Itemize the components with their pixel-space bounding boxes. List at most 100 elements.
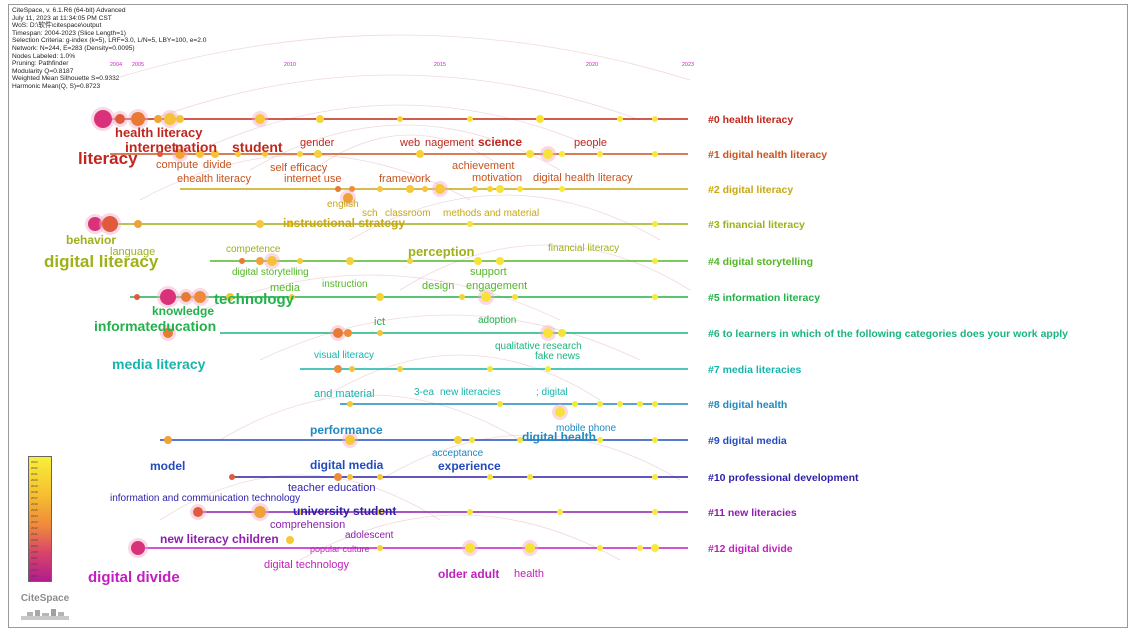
keyword-node[interactable] [617, 116, 623, 122]
keyword-node[interactable] [316, 115, 324, 123]
keyword-node[interactable] [256, 257, 264, 265]
cluster-label[interactable]: #3 financial literacy [708, 219, 805, 231]
keyword-node[interactable] [597, 401, 603, 407]
keyword-node[interactable] [334, 365, 342, 373]
keyword-label[interactable]: fake news [535, 351, 580, 362]
keyword-label[interactable]: framework [379, 173, 431, 185]
keyword-label[interactable]: digital health [522, 430, 596, 444]
keyword-label[interactable]: ict [374, 316, 385, 328]
keyword-node[interactable] [474, 257, 482, 265]
keyword-node[interactable] [286, 536, 294, 544]
keyword-node[interactable] [349, 366, 355, 372]
keyword-node[interactable] [652, 151, 658, 157]
keyword-label[interactable]: classroom [385, 208, 431, 219]
keyword-label[interactable]: digital literacy [44, 252, 159, 271]
keyword-node[interactable] [481, 292, 491, 302]
keyword-node[interactable] [422, 186, 428, 192]
keyword-node[interactable] [134, 220, 142, 228]
keyword-node[interactable] [637, 401, 643, 407]
keyword-label[interactable]: digital technology [264, 559, 350, 571]
keyword-label[interactable]: comprehension [270, 519, 345, 531]
keyword-label[interactable]: visual literacy [314, 350, 374, 361]
keyword-label[interactable]: english [327, 199, 359, 210]
keyword-label[interactable]: 3-ea [414, 387, 434, 398]
keyword-label[interactable]: older adult [438, 567, 499, 581]
keyword-label[interactable]: motivation [472, 172, 522, 184]
keyword-node[interactable] [256, 220, 264, 228]
cluster-timeline[interactable]: #12 digital divide [140, 543, 793, 555]
keyword-node[interactable] [597, 437, 603, 443]
keyword-node[interactable] [527, 474, 533, 480]
keyword-node[interactable] [377, 186, 383, 192]
cluster-timeline[interactable]: #4 digital storytelling [210, 256, 813, 268]
keyword-node[interactable] [512, 294, 518, 300]
keyword-label[interactable]: internet use [284, 173, 341, 185]
keyword-node[interactable] [194, 291, 206, 303]
keyword-label[interactable]: literacy [78, 149, 138, 168]
keyword-node[interactable] [160, 289, 176, 305]
cluster-timeline[interactable]: #5 information literacy [130, 292, 820, 304]
keyword-label[interactable]: support [470, 266, 507, 278]
keyword-label[interactable]: financial literacy [548, 243, 619, 254]
keyword-node[interactable] [467, 116, 473, 122]
keyword-node[interactable] [377, 545, 383, 551]
keyword-label[interactable]: gender [300, 137, 335, 149]
keyword-node[interactable] [102, 216, 118, 232]
keyword-node[interactable] [545, 366, 551, 372]
keyword-node[interactable] [651, 544, 659, 552]
keyword-label[interactable]: perception [408, 244, 475, 259]
keyword-node[interactable] [637, 545, 643, 551]
keyword-node[interactable] [487, 186, 493, 192]
cluster-label[interactable]: #5 information literacy [708, 292, 820, 304]
keyword-node[interactable] [652, 509, 658, 515]
keyword-node[interactable] [377, 330, 383, 336]
keyword-label[interactable]: ; digital [536, 387, 568, 398]
keyword-node[interactable] [543, 328, 553, 338]
keyword-node[interactable] [472, 186, 478, 192]
keyword-node[interactable] [347, 474, 353, 480]
keyword-node[interactable] [343, 193, 353, 203]
keyword-node[interactable] [131, 112, 145, 126]
keyword-label[interactable]: adolescent [345, 530, 394, 541]
keyword-node[interactable] [435, 184, 445, 194]
keyword-label[interactable]: digital health literacy [533, 172, 633, 184]
keyword-node[interactable] [88, 217, 102, 231]
keyword-node[interactable] [154, 115, 162, 123]
keyword-node[interactable] [314, 150, 322, 158]
keyword-label[interactable]: health literacy [115, 125, 203, 140]
keyword-node[interactable] [487, 474, 493, 480]
keyword-node[interactable] [652, 437, 658, 443]
keyword-node[interactable] [559, 186, 565, 192]
keyword-label[interactable]: qualitative research [495, 341, 582, 352]
keyword-node[interactable] [617, 401, 623, 407]
keyword-node[interactable] [487, 366, 493, 372]
keyword-node[interactable] [335, 186, 341, 192]
keyword-node[interactable] [558, 329, 566, 337]
keyword-label[interactable]: popular culture [310, 544, 370, 554]
keyword-node[interactable] [131, 541, 145, 555]
keyword-label[interactable]: acceptance [432, 448, 484, 459]
keyword-node[interactable] [347, 401, 353, 407]
keyword-node[interactable] [262, 151, 268, 157]
keyword-label[interactable]: teacher education [288, 482, 375, 494]
keyword-node[interactable] [557, 509, 563, 515]
keyword-node[interactable] [496, 257, 504, 265]
keyword-node[interactable] [376, 293, 384, 301]
keyword-node[interactable] [454, 436, 462, 444]
keyword-label[interactable]: behavior [66, 233, 116, 247]
keyword-node[interactable] [559, 151, 565, 157]
keyword-label[interactable]: media literacy [112, 356, 206, 372]
keyword-node[interactable] [239, 258, 245, 264]
cluster-timeline[interactable]: #11 new literacies [195, 507, 797, 519]
keyword-node[interactable] [349, 186, 355, 192]
keyword-node[interactable] [377, 474, 383, 480]
keyword-node[interactable] [397, 366, 403, 372]
keyword-node[interactable] [333, 328, 343, 338]
cluster-timeline[interactable]: #3 financial literacy [95, 219, 805, 231]
keyword-node[interactable] [164, 436, 172, 444]
keyword-label[interactable]: knowledge [152, 304, 214, 318]
keyword-label[interactable]: instruction [322, 279, 368, 290]
keyword-node[interactable] [652, 474, 658, 480]
cluster-label[interactable]: #10 professional development [708, 472, 859, 484]
keyword-node[interactable] [459, 294, 465, 300]
